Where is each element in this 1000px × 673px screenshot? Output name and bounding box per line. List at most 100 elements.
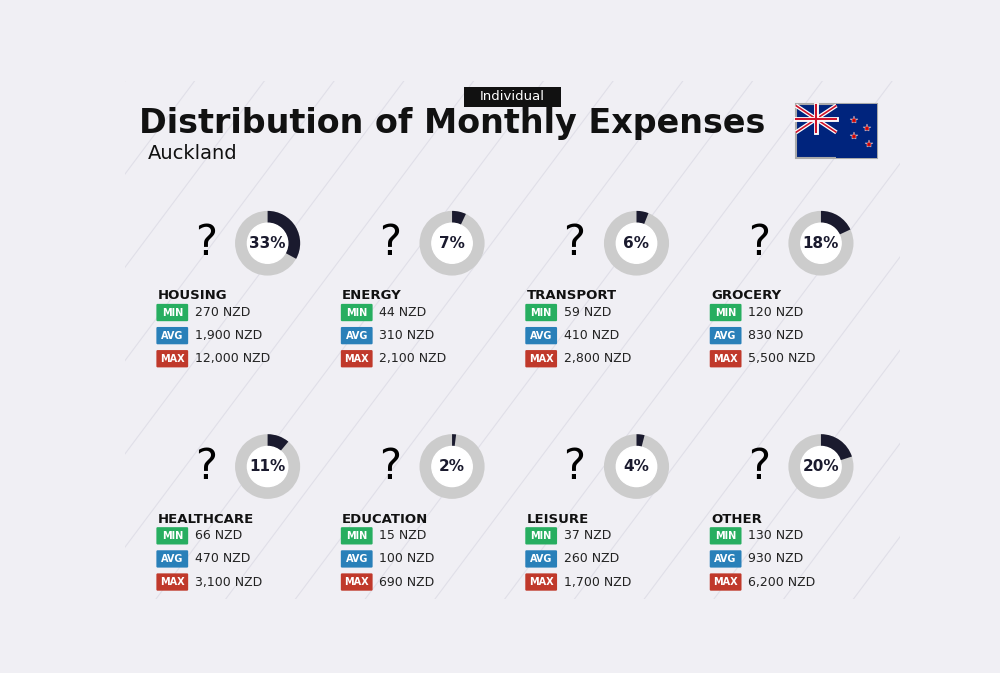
Wedge shape bbox=[452, 211, 466, 225]
Text: Auckland: Auckland bbox=[148, 145, 238, 164]
Text: 930 NZD: 930 NZD bbox=[748, 553, 803, 565]
Text: HEALTHCARE: HEALTHCARE bbox=[158, 513, 254, 526]
Text: 3,100 NZD: 3,100 NZD bbox=[195, 575, 262, 588]
Text: MAX: MAX bbox=[344, 577, 369, 587]
Text: 15 NZD: 15 NZD bbox=[379, 530, 427, 542]
Wedge shape bbox=[821, 211, 850, 235]
Text: 120 NZD: 120 NZD bbox=[748, 306, 803, 319]
FancyBboxPatch shape bbox=[341, 327, 373, 345]
Text: 310 NZD: 310 NZD bbox=[379, 329, 434, 342]
Circle shape bbox=[616, 223, 657, 263]
FancyBboxPatch shape bbox=[525, 304, 557, 321]
Text: 18%: 18% bbox=[803, 236, 839, 251]
Circle shape bbox=[801, 446, 841, 487]
FancyBboxPatch shape bbox=[710, 551, 742, 567]
Text: 11%: 11% bbox=[249, 459, 286, 474]
Text: 260 NZD: 260 NZD bbox=[564, 553, 619, 565]
Wedge shape bbox=[235, 211, 300, 275]
FancyBboxPatch shape bbox=[156, 350, 188, 367]
FancyBboxPatch shape bbox=[710, 573, 742, 591]
Text: ?: ? bbox=[748, 446, 770, 487]
FancyBboxPatch shape bbox=[156, 527, 188, 544]
FancyBboxPatch shape bbox=[525, 573, 557, 591]
Circle shape bbox=[247, 223, 288, 263]
Text: AVG: AVG bbox=[714, 330, 737, 341]
Text: 100 NZD: 100 NZD bbox=[379, 553, 435, 565]
Text: 44 NZD: 44 NZD bbox=[379, 306, 426, 319]
Text: 6%: 6% bbox=[624, 236, 650, 251]
Text: MAX: MAX bbox=[344, 354, 369, 363]
FancyBboxPatch shape bbox=[156, 304, 188, 321]
FancyBboxPatch shape bbox=[836, 104, 877, 157]
FancyBboxPatch shape bbox=[341, 527, 373, 544]
Wedge shape bbox=[604, 211, 669, 275]
Wedge shape bbox=[268, 434, 288, 451]
FancyBboxPatch shape bbox=[525, 527, 557, 544]
Text: MIN: MIN bbox=[531, 308, 552, 318]
Circle shape bbox=[432, 446, 472, 487]
Circle shape bbox=[247, 446, 288, 487]
FancyBboxPatch shape bbox=[156, 327, 188, 345]
Text: MIN: MIN bbox=[715, 308, 736, 318]
FancyBboxPatch shape bbox=[464, 87, 561, 107]
Text: 12,000 NZD: 12,000 NZD bbox=[195, 352, 270, 365]
FancyBboxPatch shape bbox=[156, 573, 188, 591]
Wedge shape bbox=[604, 434, 669, 499]
Text: MIN: MIN bbox=[346, 531, 367, 541]
Text: MIN: MIN bbox=[531, 531, 552, 541]
Text: MAX: MAX bbox=[713, 354, 738, 363]
Wedge shape bbox=[637, 434, 645, 447]
Text: 4%: 4% bbox=[624, 459, 649, 474]
Text: GROCERY: GROCERY bbox=[711, 289, 781, 302]
Text: ?: ? bbox=[379, 446, 401, 487]
Circle shape bbox=[432, 223, 472, 263]
Text: 2,800 NZD: 2,800 NZD bbox=[564, 352, 631, 365]
Text: MIN: MIN bbox=[346, 308, 367, 318]
Text: AVG: AVG bbox=[714, 554, 737, 564]
Text: ?: ? bbox=[195, 446, 217, 487]
FancyBboxPatch shape bbox=[710, 327, 742, 345]
Text: 1,900 NZD: 1,900 NZD bbox=[195, 329, 262, 342]
Text: OTHER: OTHER bbox=[711, 513, 762, 526]
Text: AVG: AVG bbox=[161, 554, 183, 564]
Text: 270 NZD: 270 NZD bbox=[195, 306, 250, 319]
Text: Distribution of Monthly Expenses: Distribution of Monthly Expenses bbox=[139, 106, 765, 139]
Wedge shape bbox=[268, 211, 300, 259]
Text: 690 NZD: 690 NZD bbox=[379, 575, 434, 588]
Text: TRANSPORT: TRANSPORT bbox=[526, 289, 617, 302]
Text: AVG: AVG bbox=[530, 330, 552, 341]
Text: 6,200 NZD: 6,200 NZD bbox=[748, 575, 815, 588]
Wedge shape bbox=[420, 434, 485, 499]
FancyBboxPatch shape bbox=[796, 104, 877, 157]
Text: 33%: 33% bbox=[249, 236, 286, 251]
Text: 130 NZD: 130 NZD bbox=[748, 530, 803, 542]
FancyBboxPatch shape bbox=[341, 350, 373, 367]
FancyBboxPatch shape bbox=[341, 304, 373, 321]
Text: HOUSING: HOUSING bbox=[158, 289, 227, 302]
Text: MAX: MAX bbox=[160, 577, 185, 587]
Text: LEISURE: LEISURE bbox=[526, 513, 589, 526]
Text: MAX: MAX bbox=[160, 354, 185, 363]
Text: 37 NZD: 37 NZD bbox=[564, 530, 611, 542]
Text: Individual: Individual bbox=[480, 90, 545, 104]
FancyBboxPatch shape bbox=[710, 527, 742, 544]
Wedge shape bbox=[788, 211, 854, 275]
Text: AVG: AVG bbox=[346, 330, 368, 341]
FancyBboxPatch shape bbox=[341, 551, 373, 567]
Text: 2%: 2% bbox=[439, 459, 465, 474]
Wedge shape bbox=[637, 211, 648, 225]
Text: 20%: 20% bbox=[803, 459, 839, 474]
Circle shape bbox=[616, 446, 657, 487]
Text: EDUCATION: EDUCATION bbox=[342, 513, 428, 526]
Wedge shape bbox=[788, 434, 854, 499]
Text: 2,100 NZD: 2,100 NZD bbox=[379, 352, 446, 365]
Text: ENERGY: ENERGY bbox=[342, 289, 402, 302]
Wedge shape bbox=[235, 434, 300, 499]
Text: ?: ? bbox=[564, 446, 586, 487]
Text: ?: ? bbox=[379, 222, 401, 264]
Wedge shape bbox=[821, 434, 852, 460]
Circle shape bbox=[801, 223, 841, 263]
Text: 830 NZD: 830 NZD bbox=[748, 329, 803, 342]
Text: ?: ? bbox=[564, 222, 586, 264]
Text: MAX: MAX bbox=[529, 577, 553, 587]
